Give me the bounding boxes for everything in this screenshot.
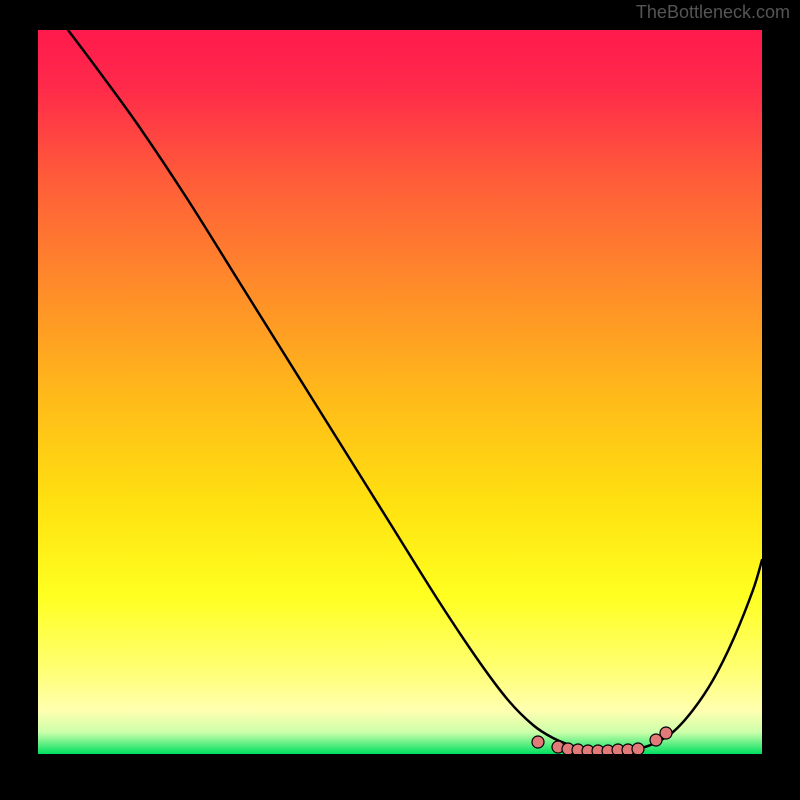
watermark-text: TheBottleneck.com [636, 2, 790, 23]
markers-group [532, 727, 672, 754]
plot-area [38, 30, 762, 754]
marker-point [632, 743, 644, 754]
marker-point [660, 727, 672, 739]
curve-layer [38, 30, 762, 754]
marker-point [532, 736, 544, 748]
bottleneck-curve [68, 30, 762, 752]
